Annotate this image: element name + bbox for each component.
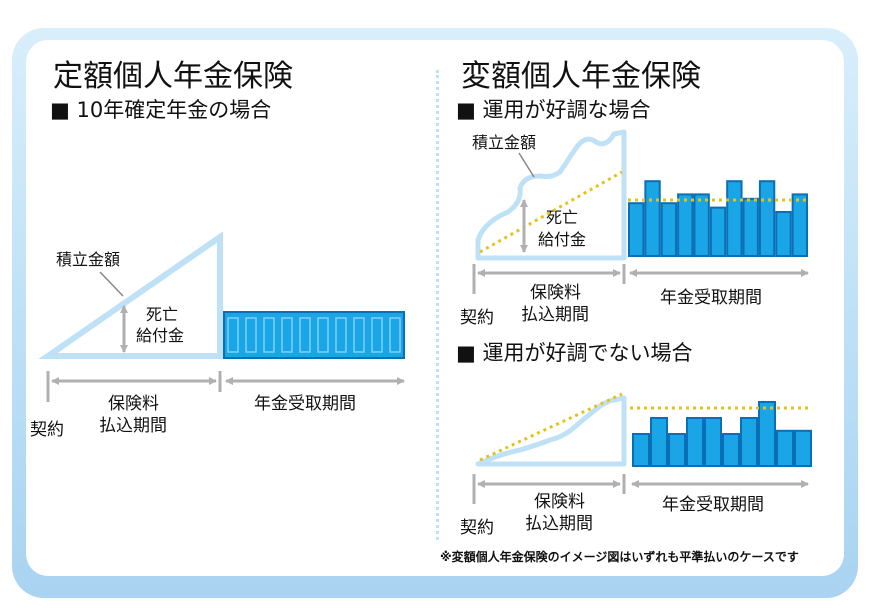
fixed-annuity-bar — [227, 317, 239, 353]
fixed-annuity-bar — [263, 317, 275, 353]
fixed-premium-period-label-2: 払込期間 — [99, 416, 167, 436]
bad-annuity-bar — [794, 429, 812, 467]
column-divider — [436, 70, 439, 540]
bad-premium-period-label-2: 払込期間 — [525, 514, 593, 534]
good-annuity-bar — [726, 180, 743, 257]
bad-contract-label: 契約 — [460, 518, 494, 538]
good-contract-label: 契約 — [460, 308, 494, 328]
good-annuity-period-label: 年金受取期間 — [660, 288, 762, 308]
bad-case-subtitle: ■ 運用が好調でない場合 — [456, 341, 693, 365]
good-premium-period-label-1: 保険料 — [530, 283, 581, 303]
fixed-annuity-bar — [371, 317, 383, 353]
fixed-annuity-title: 定額個人年金保険 — [53, 59, 293, 94]
good-accumulated-pointer — [518, 152, 535, 178]
fixed-annuity-subtitle: ■ 10年確定年金の場合 — [50, 98, 272, 122]
good-premium-dotted-line — [479, 170, 623, 254]
good-annuity-bar — [660, 202, 678, 257]
good-death-benefit-label-1: 死亡 — [546, 208, 579, 227]
good-annuity-bar — [758, 180, 776, 257]
good-annuity-bar — [628, 202, 645, 257]
fixed-premium-period-label-1: 保険料 — [108, 394, 159, 414]
fixed-annuity-bar — [335, 317, 347, 353]
variable-annuity-title: 変額個人年金保険 — [461, 59, 701, 94]
good-annuity-bar — [677, 193, 694, 257]
bad-accumulation-shape — [475, 395, 627, 467]
fixed-annuity-bar — [389, 317, 401, 353]
good-annuity-bar — [775, 211, 792, 257]
bad-annuity-bar — [668, 433, 686, 467]
bad-annuity-bar — [632, 433, 650, 467]
fixed-annuity-bars — [227, 317, 401, 353]
bad-annuity-bar — [776, 429, 794, 467]
footnote: ※変額個人年金保険のイメージ図はいずれも平準払いのケースです — [440, 550, 799, 564]
fixed-death-benefit-label-2: 給付金 — [136, 326, 185, 345]
fixed-accumulation-triangle — [38, 231, 223, 359]
good-annuity-bar — [791, 193, 808, 257]
fixed-accumulated-pointer — [99, 271, 124, 297]
good-accumulation-shape — [475, 129, 627, 261]
good-annuity-bar — [693, 193, 710, 257]
fixed-annuity-bar — [317, 317, 329, 353]
bad-annuity-bar — [722, 433, 740, 467]
good-annuity-bars — [628, 180, 808, 258]
good-annuity-bar — [742, 197, 759, 258]
bad-annuity-bar — [758, 401, 776, 467]
fixed-annuity-period-label: 年金受取期間 — [254, 394, 356, 414]
good-death-benefit-label-2: 給付金 — [538, 230, 587, 249]
fixed-death-benefit-label-1: 死亡 — [146, 305, 179, 324]
fixed-annuity-bar — [353, 317, 365, 353]
fixed-annuity-bar — [281, 317, 293, 353]
fixed-accumulated-label: 積立金額 — [56, 250, 121, 269]
bad-annuity-period-label: 年金受取期間 — [662, 495, 764, 515]
good-annuity-bar — [644, 180, 661, 257]
bad-annuity-bar — [704, 417, 722, 467]
good-accumulated-label: 積立金額 — [472, 133, 537, 152]
bad-premium-dotted-line — [479, 392, 623, 462]
good-case-subtitle: ■ 運用が好調な場合 — [456, 98, 651, 122]
fixed-contract-label: 契約 — [30, 420, 64, 440]
bad-annuity-bar — [650, 417, 668, 467]
bad-premium-period-label-1: 保険料 — [534, 492, 585, 512]
good-annuity-bar — [709, 206, 727, 258]
bad-annuity-bar — [686, 417, 704, 467]
fixed-annuity-bar — [299, 317, 311, 353]
fixed-annuity-bar — [245, 317, 257, 353]
bad-annuity-bars — [632, 401, 812, 467]
good-premium-period-label-2: 払込期間 — [521, 305, 589, 325]
bad-annuity-bar — [740, 417, 758, 467]
